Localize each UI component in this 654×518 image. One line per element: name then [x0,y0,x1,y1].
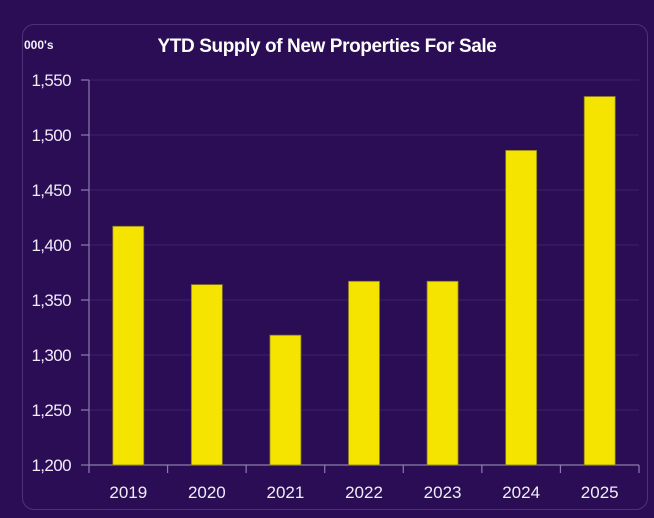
bar-2020 [190,284,223,466]
bars [112,96,616,466]
y-tick-label: 1,350 [31,291,71,310]
bar-2021 [269,334,302,466]
x-tick-label: 2020 [188,483,226,502]
x-tick-label: 2023 [424,483,462,502]
x-tick-label: 2025 [581,483,619,502]
bar-2022 [348,280,380,466]
y-tick-label: 1,400 [31,236,71,255]
y-tick-label: 1,550 [31,71,71,90]
x-tick-labels: 2019 2020 2021 2022 2023 2024 2025 [109,483,618,502]
y-tick-label: 1,500 [31,126,71,145]
y-tick-label: 1,450 [31,181,71,200]
bar-2025 [583,96,616,466]
bar-2019 [112,225,145,466]
chart-card [22,24,648,510]
chart-title: YTD Supply of New Properties For Sale [157,36,497,57]
x-tick-label: 2024 [502,483,540,502]
x-tick-label: 2019 [109,483,147,502]
y-tick-labels: 1,200 1,250 1,300 1,350 1,400 1,450 1,500 1,550 [31,71,71,475]
y-tick-label: 1,250 [31,401,71,420]
bar-2023 [426,280,459,466]
x-tick-label: 2022 [345,483,383,502]
bar-2024 [505,149,538,466]
unit-label: 000's [24,38,54,52]
y-tick-label: 1,200 [31,456,71,475]
x-tick-label: 2021 [267,483,305,502]
y-tick-label: 1,300 [31,346,71,365]
